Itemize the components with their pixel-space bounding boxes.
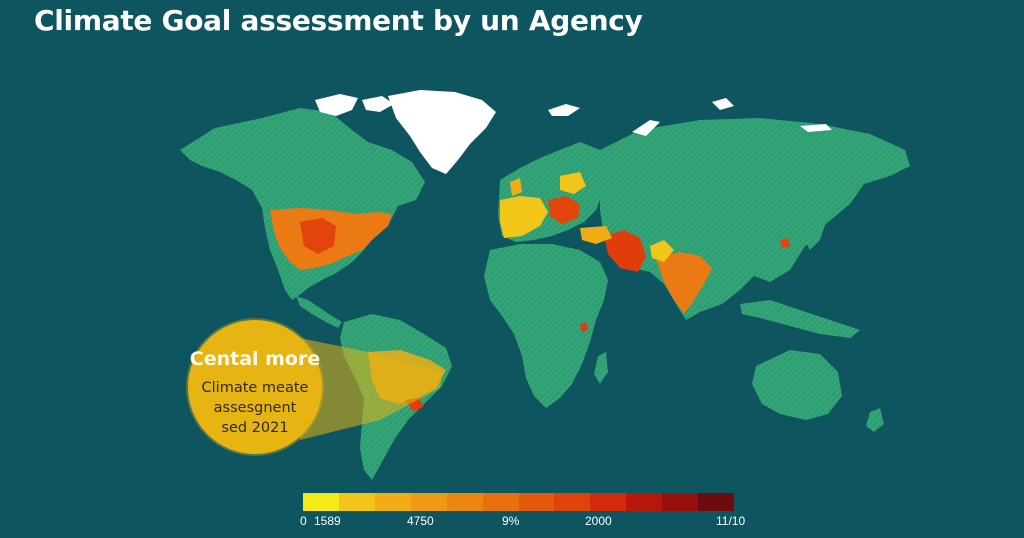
japan-landmass[interactable] — [804, 210, 826, 250]
central-europe-region[interactable] — [548, 196, 580, 224]
legend-swatch — [303, 493, 339, 511]
asia-landmass[interactable] — [600, 118, 910, 320]
callout-body: Climate meate assesgnent sed 2021 — [197, 378, 313, 438]
page-title: Climate Goal assessment by un Agency — [34, 4, 643, 37]
east-europe-region[interactable] — [560, 172, 586, 194]
new-zealand-landmass[interactable] — [866, 408, 884, 432]
legend-tick-label: 0 — [300, 514, 307, 528]
china-spot-region[interactable] — [780, 238, 790, 248]
legend-swatch — [446, 493, 483, 511]
legend-swatch — [554, 493, 591, 511]
southeast-asia-islands[interactable] — [740, 300, 860, 338]
india-region[interactable] — [656, 252, 712, 314]
callout-pointer — [300, 338, 442, 440]
legend-labels: 0 1589 4750 9% 2000 11/10 — [300, 514, 745, 532]
legend-color-bar — [303, 493, 735, 511]
legend-swatch — [410, 493, 447, 511]
legend-tick-label: 9% — [502, 514, 520, 528]
arctic-islands[interactable] — [315, 94, 394, 116]
west-europe-region[interactable] — [500, 196, 548, 238]
legend-swatch — [374, 493, 411, 511]
legend-tick-label: 2000 — [585, 514, 612, 528]
callout-line: Climate meate — [201, 380, 309, 396]
callout-line: assesgnent — [213, 400, 297, 416]
pakistan-region[interactable] — [650, 240, 674, 262]
north-america-landmass[interactable] — [180, 108, 425, 300]
turkey-region[interactable] — [580, 226, 612, 244]
arctic-russia-islands[interactable] — [632, 98, 832, 136]
uk-region[interactable] — [510, 178, 522, 196]
central-america-landmass[interactable] — [296, 296, 342, 328]
central-africa-spot[interactable] — [580, 322, 588, 332]
australia-landmass[interactable] — [752, 350, 842, 420]
africa-landmass[interactable] — [484, 244, 608, 408]
middle-east-region[interactable] — [604, 230, 646, 272]
legend-swatch — [482, 493, 519, 511]
usa-central-region[interactable] — [300, 218, 336, 254]
legend-swatch — [626, 493, 663, 511]
callout-line: sed 2021 — [221, 420, 289, 436]
callout-heading: Cental more — [189, 348, 321, 370]
madagascar-landmass[interactable] — [594, 352, 608, 384]
callout-bubble: Cental more Climate meate assesgnent sed… — [188, 320, 322, 454]
legend-tick-label: 11/10 — [716, 514, 746, 528]
legend-swatch — [662, 493, 699, 511]
svalbard-island[interactable] — [548, 104, 580, 116]
legend-swatch — [698, 493, 735, 511]
legend-swatch — [518, 493, 555, 511]
legend-swatch — [338, 493, 375, 511]
legend-tick-label: 4750 — [407, 514, 434, 528]
color-legend: 0 1589 4750 9% 2000 11/10 — [300, 493, 745, 532]
greenland-landmass[interactable] — [388, 90, 496, 174]
legend-swatch — [590, 493, 627, 511]
legend-tick-label: 1589 — [314, 514, 341, 528]
